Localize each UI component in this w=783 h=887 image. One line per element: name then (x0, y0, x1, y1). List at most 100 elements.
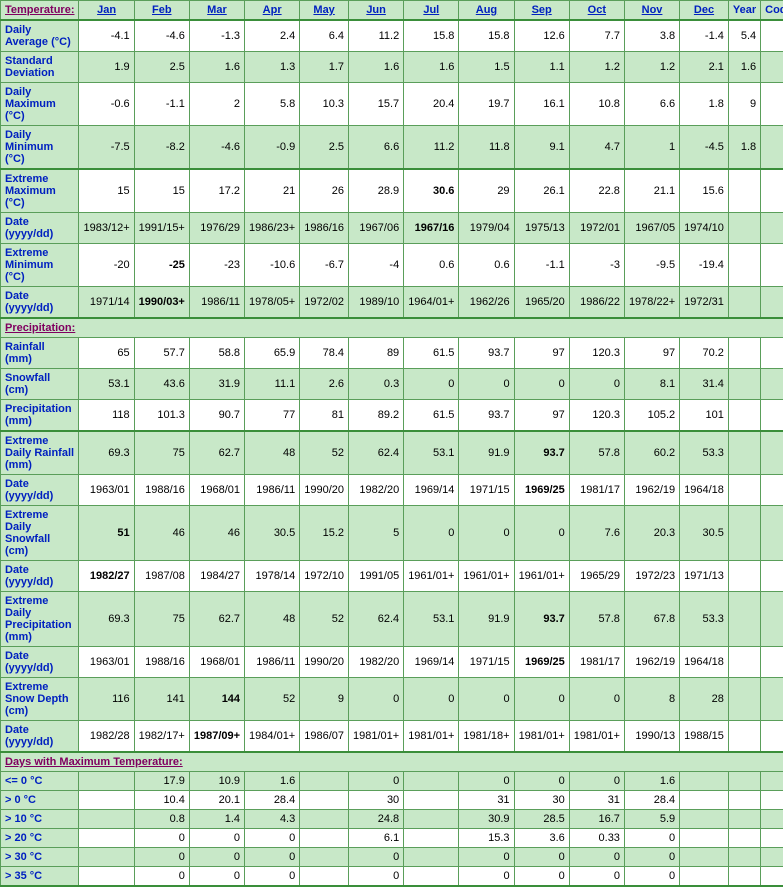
cell: 1986/11 (189, 287, 244, 319)
cell: -3 (569, 244, 624, 287)
cell: 0 (514, 369, 569, 400)
cell: 1.3 (245, 52, 300, 83)
cell (300, 829, 349, 848)
cell (728, 506, 760, 561)
cell: 1990/20 (300, 475, 349, 506)
cell: 1979/04 (459, 213, 514, 244)
cell: 1972/01 (569, 213, 624, 244)
cell: 1986/11 (245, 647, 300, 678)
cell: 1978/14 (245, 561, 300, 592)
cell: 120.3 (569, 338, 624, 369)
cell: 1972/10 (300, 561, 349, 592)
cell: -4.6 (189, 126, 244, 170)
cell: D (761, 126, 783, 170)
cell: 9.1 (514, 126, 569, 170)
cell: 1969/14 (404, 475, 459, 506)
row-extreme-min-date: Date (yyyy/dd)1971/141990/03+1986/111978… (1, 287, 783, 319)
row-ext-snow-depth: Extreme Snow Depth (cm)11614114452900000… (1, 678, 783, 721)
cell: 78.4 (300, 338, 349, 369)
cell: 0 (514, 867, 569, 887)
cell: 0.8 (134, 810, 189, 829)
cell: 67.8 (624, 592, 679, 647)
col-apr[interactable]: Apr (245, 1, 300, 21)
cell: 0 (134, 829, 189, 848)
col-sep[interactable]: Sep (514, 1, 569, 21)
cell: 0.6 (459, 244, 514, 287)
cell (79, 772, 134, 791)
cell: 1969/25 (514, 475, 569, 506)
cell: 144 (189, 678, 244, 721)
cell: 93.7 (514, 431, 569, 475)
cell: 1.6 (189, 52, 244, 83)
cell: 1963/01 (79, 647, 134, 678)
cell (728, 678, 760, 721)
cell: 0 (245, 829, 300, 848)
cell: D (761, 829, 783, 848)
cell: 101 (680, 400, 729, 432)
cell: 93.7 (514, 592, 569, 647)
cell: 2.4 (245, 20, 300, 52)
cell: -1.1 (134, 83, 189, 126)
cell: 0 (189, 848, 244, 867)
cell: 0 (349, 848, 404, 867)
cell: 1981/17 (569, 647, 624, 678)
cell (680, 867, 729, 887)
cell: 15.2 (300, 506, 349, 561)
cell: 1971/14 (79, 287, 134, 319)
cell: -1.4 (680, 20, 729, 52)
col-dec[interactable]: Dec (680, 1, 729, 21)
cell: 1.8 (728, 126, 760, 170)
cell: 61.5 (404, 400, 459, 432)
cell: 0 (569, 867, 624, 887)
cell: 15 (79, 169, 134, 213)
cell: 1961/01+ (459, 561, 514, 592)
cell: 28.9 (349, 169, 404, 213)
cell: 75 (134, 592, 189, 647)
cell: 30.5 (680, 506, 729, 561)
col-feb[interactable]: Feb (134, 1, 189, 21)
cell: 26 (300, 169, 349, 213)
cell (761, 169, 783, 213)
cell (761, 721, 783, 753)
cell (761, 287, 783, 319)
row-gt30: > 30 °C00000000D (1, 848, 783, 867)
cell: 1988/16 (134, 647, 189, 678)
col-jul[interactable]: Jul (404, 1, 459, 21)
cell (680, 772, 729, 791)
cell: 1982/17+ (134, 721, 189, 753)
col-jun[interactable]: Jun (349, 1, 404, 21)
cell: 0 (189, 867, 244, 887)
row-gt0: > 0 °C10.420.128.43031303128.4D (1, 791, 783, 810)
col-oct[interactable]: Oct (569, 1, 624, 21)
cell: 28.4 (624, 791, 679, 810)
cell: 20.4 (404, 83, 459, 126)
cell (79, 791, 134, 810)
cell: 17.2 (189, 169, 244, 213)
cell: 48 (245, 592, 300, 647)
cell: -4.5 (680, 126, 729, 170)
cell: 1967/06 (349, 213, 404, 244)
row-label: Extreme Daily Snowfall (cm) (1, 506, 79, 561)
cell (728, 431, 760, 475)
col-aug[interactable]: Aug (459, 1, 514, 21)
cell: 2.5 (134, 52, 189, 83)
cell: 15.8 (404, 20, 459, 52)
cell (300, 810, 349, 829)
cell: 5.9 (624, 810, 679, 829)
cell: 2.6 (300, 369, 349, 400)
col-may[interactable]: May (300, 1, 349, 21)
cell: -25 (134, 244, 189, 287)
cell: 53.1 (404, 592, 459, 647)
col-mar[interactable]: Mar (189, 1, 244, 21)
row-label: Extreme Maximum (°C) (1, 169, 79, 213)
cell: 2.1 (680, 52, 729, 83)
col-nov[interactable]: Nov (624, 1, 679, 21)
cell: 7.7 (569, 20, 624, 52)
col-jan[interactable]: Jan (79, 1, 134, 21)
cell: 1984/01+ (245, 721, 300, 753)
cell: 1981/01+ (514, 721, 569, 753)
cell: -4.6 (134, 20, 189, 52)
cell: -6.7 (300, 244, 349, 287)
cell: 1.2 (569, 52, 624, 83)
row-label: Daily Maximum (°C) (1, 83, 79, 126)
